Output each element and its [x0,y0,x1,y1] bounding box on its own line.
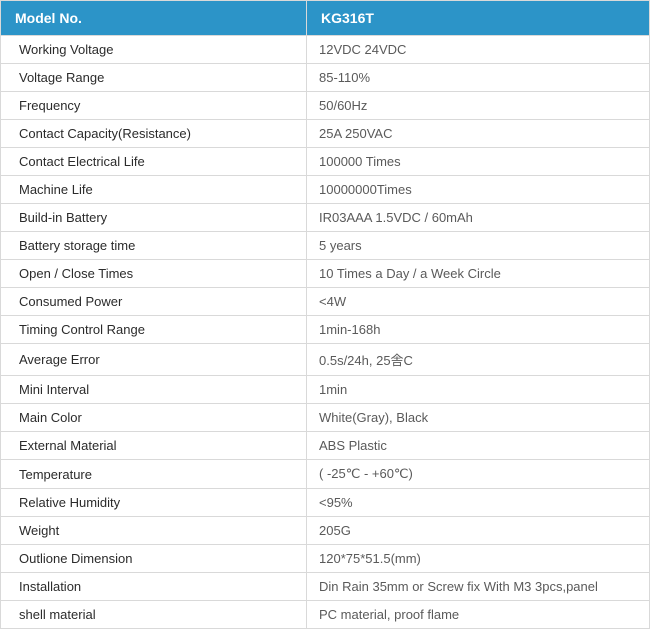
table-row: Contact Electrical Life100000 Times [1,148,650,176]
row-value: 0.5s/24h, 25舎C [307,344,650,376]
row-value: 1min [307,376,650,404]
row-label: Relative Humidity [1,489,307,517]
row-value: 25A 250VAC [307,120,650,148]
table-row: External MaterialABS Plastic [1,432,650,460]
table-row: Contact Capacity(Resistance)25A 250VAC [1,120,650,148]
row-label: Contact Electrical Life [1,148,307,176]
row-value: 12VDC 24VDC [307,36,650,64]
row-value: <4W [307,288,650,316]
table-row: Open / Close Times10 Times a Day / a Wee… [1,260,650,288]
table-row: shell materialPC material, proof flame [1,601,650,629]
table-row: Weight205G [1,517,650,545]
table-row: InstallationDin Rain 35mm or Screw fix W… [1,573,650,601]
row-value: 10 Times a Day / a Week Circle [307,260,650,288]
row-label: Installation [1,573,307,601]
row-label: Outlione Dimension [1,545,307,573]
row-label: Average Error [1,344,307,376]
row-label: Build-in Battery [1,204,307,232]
row-label: Mini Interval [1,376,307,404]
row-value: Din Rain 35mm or Screw fix With M3 3pcs,… [307,573,650,601]
row-label: Machine Life [1,176,307,204]
table-row: Relative Humidity<95% [1,489,650,517]
header-label: Model No. [1,1,307,36]
table-row: Outlione Dimension120*75*51.5(mm) [1,545,650,573]
row-label: Battery storage time [1,232,307,260]
table-row: Timing Control Range1min-168h [1,316,650,344]
row-value: 5 years [307,232,650,260]
header-value: KG316T [307,1,650,36]
row-value: ( -25℃ - +60℃) [307,460,650,489]
row-label: External Material [1,432,307,460]
row-label: Temperature [1,460,307,489]
row-label: Timing Control Range [1,316,307,344]
row-label: Main Color [1,404,307,432]
table-row: Battery storage time5 years [1,232,650,260]
table-row: Voltage Range85-110% [1,64,650,92]
row-label: Voltage Range [1,64,307,92]
table-row: Temperature( -25℃ - +60℃) [1,460,650,489]
spec-table: Model No. KG316T Working Voltage12VDC 24… [0,0,650,629]
row-value: 205G [307,517,650,545]
table-row: Average Error0.5s/24h, 25舎C [1,344,650,376]
row-value: 85-110% [307,64,650,92]
row-value: ABS Plastic [307,432,650,460]
table-body: Working Voltage12VDC 24VDCVoltage Range8… [1,36,650,629]
row-label: Open / Close Times [1,260,307,288]
row-value: PC material, proof flame [307,601,650,629]
row-label: Weight [1,517,307,545]
table-row: Build-in BatteryIR03AAA 1.5VDC / 60mAh [1,204,650,232]
table-header-row: Model No. KG316T [1,1,650,36]
table-row: Frequency50/60Hz [1,92,650,120]
table-row: Mini Interval1min [1,376,650,404]
row-value: 100000 Times [307,148,650,176]
row-value: 50/60Hz [307,92,650,120]
row-value: IR03AAA 1.5VDC / 60mAh [307,204,650,232]
row-label: Contact Capacity(Resistance) [1,120,307,148]
row-label: Consumed Power [1,288,307,316]
row-value: <95% [307,489,650,517]
table-row: Consumed Power<4W [1,288,650,316]
row-value: 1min-168h [307,316,650,344]
row-value: White(Gray), Black [307,404,650,432]
table-row: Machine Life10000000Times [1,176,650,204]
row-value: 120*75*51.5(mm) [307,545,650,573]
row-label: shell material [1,601,307,629]
row-label: Frequency [1,92,307,120]
row-label: Working Voltage [1,36,307,64]
row-value: 10000000Times [307,176,650,204]
table-row: Main ColorWhite(Gray), Black [1,404,650,432]
table-row: Working Voltage12VDC 24VDC [1,36,650,64]
